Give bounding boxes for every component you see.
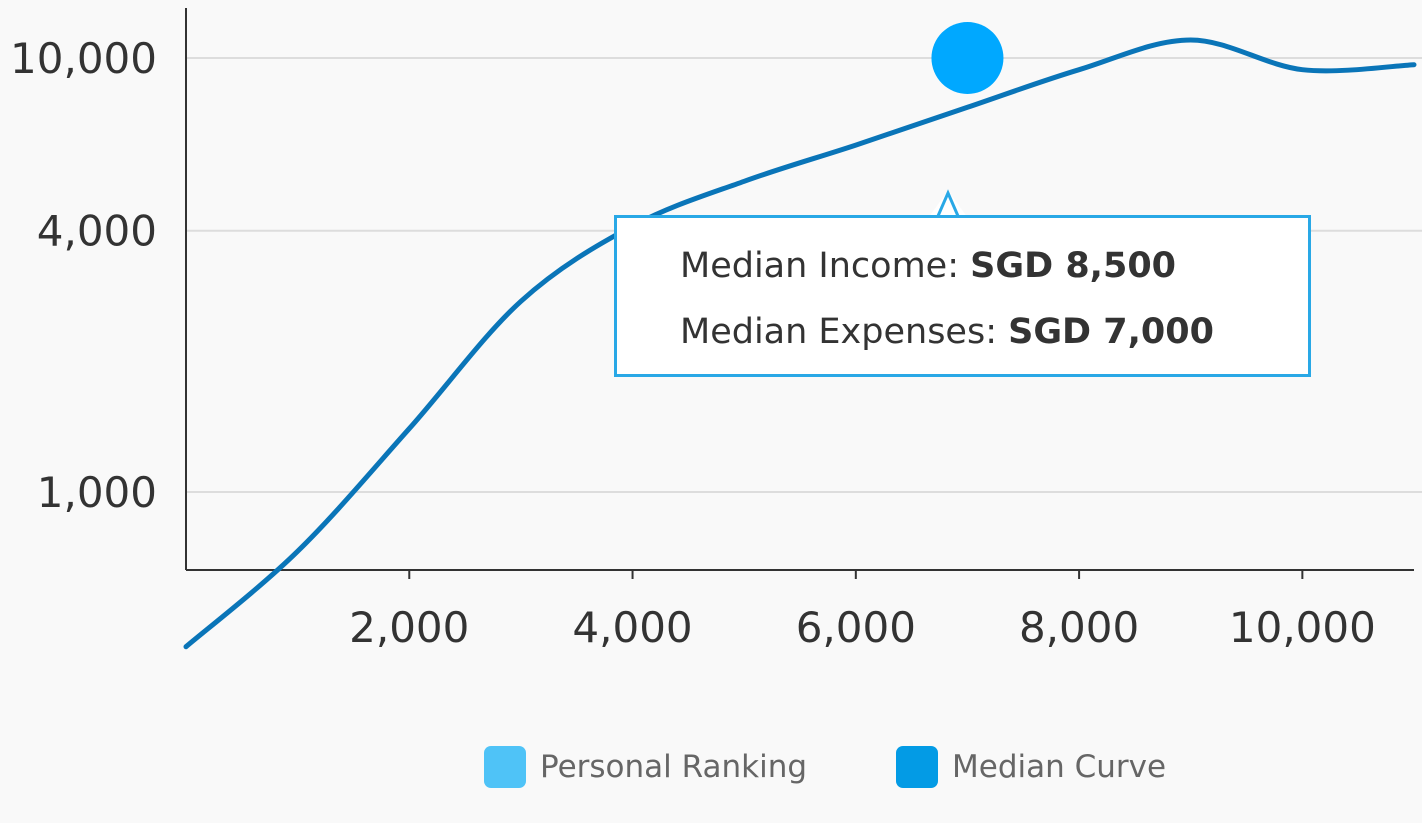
x-tick-label-4: 10,000 <box>1229 603 1376 652</box>
legend-label-personal-ranking: Personal Ranking <box>540 749 808 785</box>
personal-ranking-point <box>931 22 1004 94</box>
tooltip-income-label: Median Income: <box>680 246 971 286</box>
personal-point-layer <box>931 22 1004 94</box>
series <box>183 37 1417 650</box>
tooltip-arrow <box>928 189 968 218</box>
y-tick-label-1: 4,000 <box>37 207 157 256</box>
legend-item-personal-ranking[interactable]: Personal Ranking <box>484 744 807 790</box>
tooltip-income: Median Income: SGD 8,500 <box>680 246 1176 286</box>
x-tick-labels: 2,000 4,000 6,000 8,000 10,000 <box>349 603 1376 652</box>
chart-legend: Personal Ranking Median Curve <box>0 744 1422 790</box>
legend-swatch-median-curve <box>896 746 938 788</box>
x-tick-label-3: 8,000 <box>1019 603 1139 652</box>
chart-tooltip: Median Income: SGD 8,500 Median Expenses… <box>614 215 1311 377</box>
x-tick-label-0: 2,000 <box>349 603 469 652</box>
legend-swatch-personal-ranking <box>484 746 526 788</box>
tooltip-expenses-label: Median Expenses: <box>680 312 1009 352</box>
tooltip-expenses-value: SGD 7,000 <box>1008 312 1214 352</box>
x-tick-label-1: 4,000 <box>572 603 692 652</box>
tooltip-expenses: Median Expenses: SGD 7,000 <box>680 312 1214 352</box>
tooltip-income-value: SGD 8,500 <box>970 246 1177 286</box>
y-tick-label-0: 1,000 <box>37 468 157 517</box>
x-tick-label-2: 6,000 <box>796 603 916 652</box>
series-line-median-curve <box>183 37 1417 650</box>
legend-label-median-curve: Median Curve <box>952 749 1167 785</box>
y-tick-label-2: 10,000 <box>10 34 157 83</box>
y-tick-labels: 1,000 4,000 10,000 <box>10 34 157 517</box>
legend-item-median-curve[interactable]: Median Curve <box>896 744 1166 790</box>
axes <box>185 8 1414 579</box>
